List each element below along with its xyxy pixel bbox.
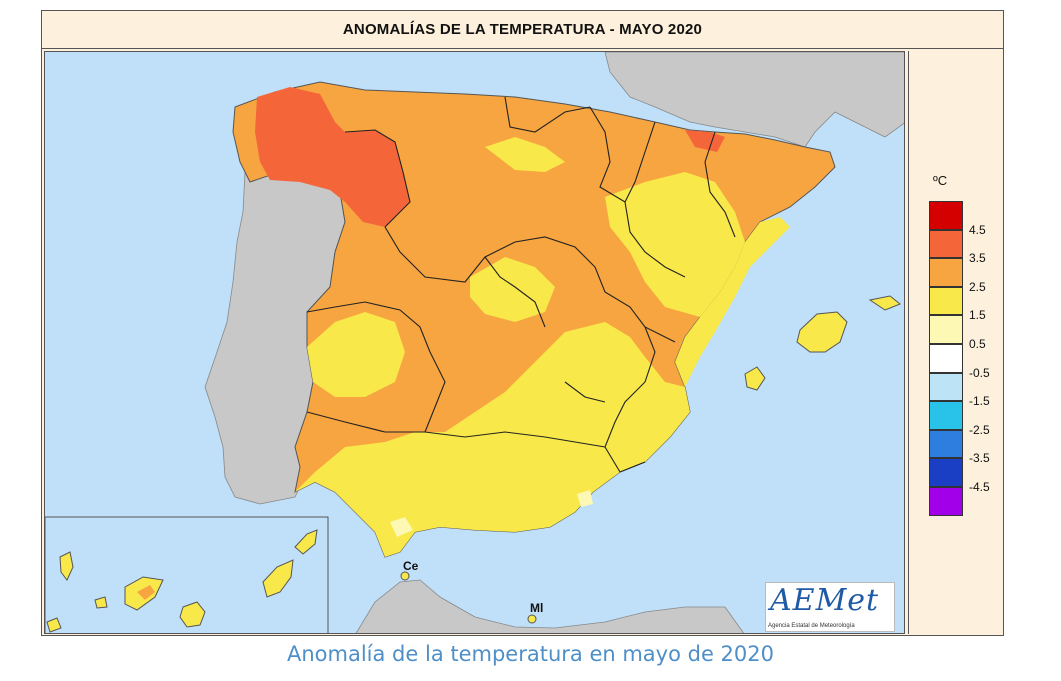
legend-tick-label: 3.5 <box>969 251 986 266</box>
ceuta-label: Ce <box>403 559 419 573</box>
legend-tick-label: -0.5 <box>969 365 990 380</box>
legend-swatch <box>929 372 963 402</box>
light-patch-south <box>390 517 413 537</box>
menorca-island <box>868 295 901 311</box>
southern-yellow-area <box>295 322 690 557</box>
ceuta-marker <box>400 571 410 581</box>
legend-swatch <box>929 201 963 230</box>
legend-swatch <box>929 258 963 287</box>
legend-swatch <box>929 286 963 316</box>
temperature-anomaly-map: Ce Ml <box>45 52 904 633</box>
caption: Anomalía de la temperatura en mayo de 20… <box>287 642 774 666</box>
legend-tick-label: -3.5 <box>969 451 990 466</box>
logo-subtitle: Agencia Estatal de Meteorología <box>768 623 855 629</box>
legend-tick-label: -2.5 <box>969 422 990 437</box>
legend-swatch <box>929 401 963 430</box>
morocco-land <box>355 579 745 633</box>
pyrenees-hot-spot <box>685 130 725 152</box>
aemet-logo: AEMet Agencia Estatal de Meteorología <box>765 582 895 632</box>
legend-swatch <box>929 429 963 459</box>
map-figure: ANOMALÍAS DE LA TEMPERATURA - MAYO 2020 <box>41 10 1004 636</box>
legend-unit: ºC <box>933 173 948 188</box>
extremadura-yellow-area <box>307 312 405 397</box>
northwest-hot-area <box>255 87 410 227</box>
light-patch-southeast <box>577 490 593 507</box>
levante-yellow-area <box>675 217 790 387</box>
legend-swatch <box>929 487 963 516</box>
north-yellow-strip <box>485 137 565 172</box>
logo-wordmark: AEMet <box>770 583 880 618</box>
melilla-marker <box>527 614 537 624</box>
region-boundaries <box>306 96 736 473</box>
ibiza-island <box>744 366 766 391</box>
legend-swatch <box>929 458 963 487</box>
legend-swatch <box>929 344 963 373</box>
legend-tick-label: -1.5 <box>969 394 990 409</box>
central-yellow-area <box>470 257 555 322</box>
melilla-label: Ml <box>530 601 543 615</box>
legend-tick-label: 0.5 <box>969 337 986 351</box>
map-area: Ce Ml AEMet Agencia Estatal de Meteorolo… <box>44 51 905 634</box>
legend-panel: ºC 4.5 3.5 2.5 1.5 0.5 -0.5 -1.5 -2.5 -3.5 -4.5 <box>908 51 1002 634</box>
canary-orange-spot <box>137 585 155 600</box>
mallorca-island <box>796 311 848 353</box>
title-bar: ANOMALÍAS DE LA TEMPERATURA - MAYO 2020 <box>42 11 1003 49</box>
legend-swatch <box>929 229 963 259</box>
legend-tick-label: 2.5 <box>969 279 986 294</box>
france-land <box>604 52 904 148</box>
legend-tick-label: 4.5 <box>969 222 986 237</box>
ebro-yellow-area <box>605 172 745 317</box>
legend-tick-label: 1.5 <box>969 308 986 323</box>
legend-tick-label: -4.5 <box>969 480 990 494</box>
map-title: ANOMALÍAS DE LA TEMPERATURA - MAYO 2020 <box>342 21 703 38</box>
legend-swatch <box>929 315 963 344</box>
canary-islands <box>46 529 318 633</box>
